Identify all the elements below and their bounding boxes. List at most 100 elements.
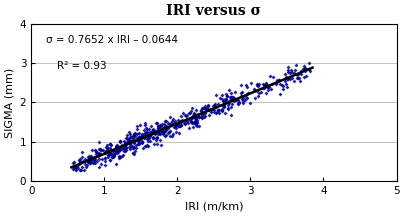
Point [102,157,108,160]
Point [122,146,129,149]
Point [182,123,189,126]
Point [289,76,295,80]
Point [152,132,158,135]
Point [108,152,114,156]
Point [261,83,267,87]
Point [160,126,166,130]
Point [123,142,129,145]
Point [90,155,97,158]
Point [194,120,200,124]
Point [130,136,136,140]
Point [158,143,164,147]
Point [280,87,286,90]
Point [193,115,200,118]
Point [208,108,214,112]
Point [229,95,235,98]
Point [124,138,131,142]
Point [173,130,179,133]
Point [105,150,112,153]
Point [84,159,90,162]
Point [126,146,133,149]
Point [178,121,185,124]
Point [285,70,291,74]
Point [136,136,142,139]
Point [123,142,130,146]
Point [199,106,206,110]
Point [220,105,227,109]
Point [131,132,137,136]
Point [303,74,309,78]
Point [206,109,213,112]
Point [110,149,116,152]
Point [185,121,191,124]
Point [134,128,140,131]
Point [93,152,99,156]
Point [190,115,197,119]
Point [166,123,172,126]
Point [121,144,127,147]
Point [205,104,211,107]
Point [233,98,240,102]
Point [165,121,172,125]
Point [122,148,129,152]
Point [254,83,261,86]
Point [126,137,132,141]
Point [115,150,121,154]
Point [107,152,114,155]
Point [190,115,197,118]
Point [158,124,164,127]
Point [102,150,109,153]
Point [188,116,194,119]
Point [252,97,258,100]
Point [199,116,206,119]
Point [182,114,189,118]
Point [227,99,233,102]
Point [110,156,117,159]
Point [141,129,147,132]
Point [144,130,151,134]
Point [189,115,196,119]
Point [138,136,145,139]
Point [163,126,170,130]
Point [102,163,109,167]
Point [162,127,168,130]
Point [130,141,137,145]
Point [107,143,114,146]
Point [160,132,166,136]
Point [159,130,165,133]
Point [225,103,231,107]
Point [106,153,112,157]
Point [104,149,111,152]
Point [118,147,125,150]
Point [124,140,130,144]
Point [70,166,76,169]
Point [142,135,149,138]
Point [183,118,189,122]
Point [84,156,91,159]
Point [175,124,182,127]
Point [159,129,165,133]
Point [198,115,205,118]
Point [192,116,199,120]
Point [182,121,188,125]
Point [114,145,121,148]
Point [145,139,151,143]
Point [294,73,300,77]
Point [152,132,158,135]
Point [87,158,94,161]
Point [235,98,242,102]
Point [116,148,122,152]
Point [287,78,293,81]
Point [239,91,245,94]
Point [205,103,212,106]
Point [76,162,82,165]
Point [194,114,200,117]
Point [196,116,202,119]
Point [198,113,205,116]
Point [88,157,95,161]
Point [111,154,117,157]
Point [86,160,92,163]
Point [149,130,155,133]
Point [193,118,199,121]
Point [301,67,308,71]
